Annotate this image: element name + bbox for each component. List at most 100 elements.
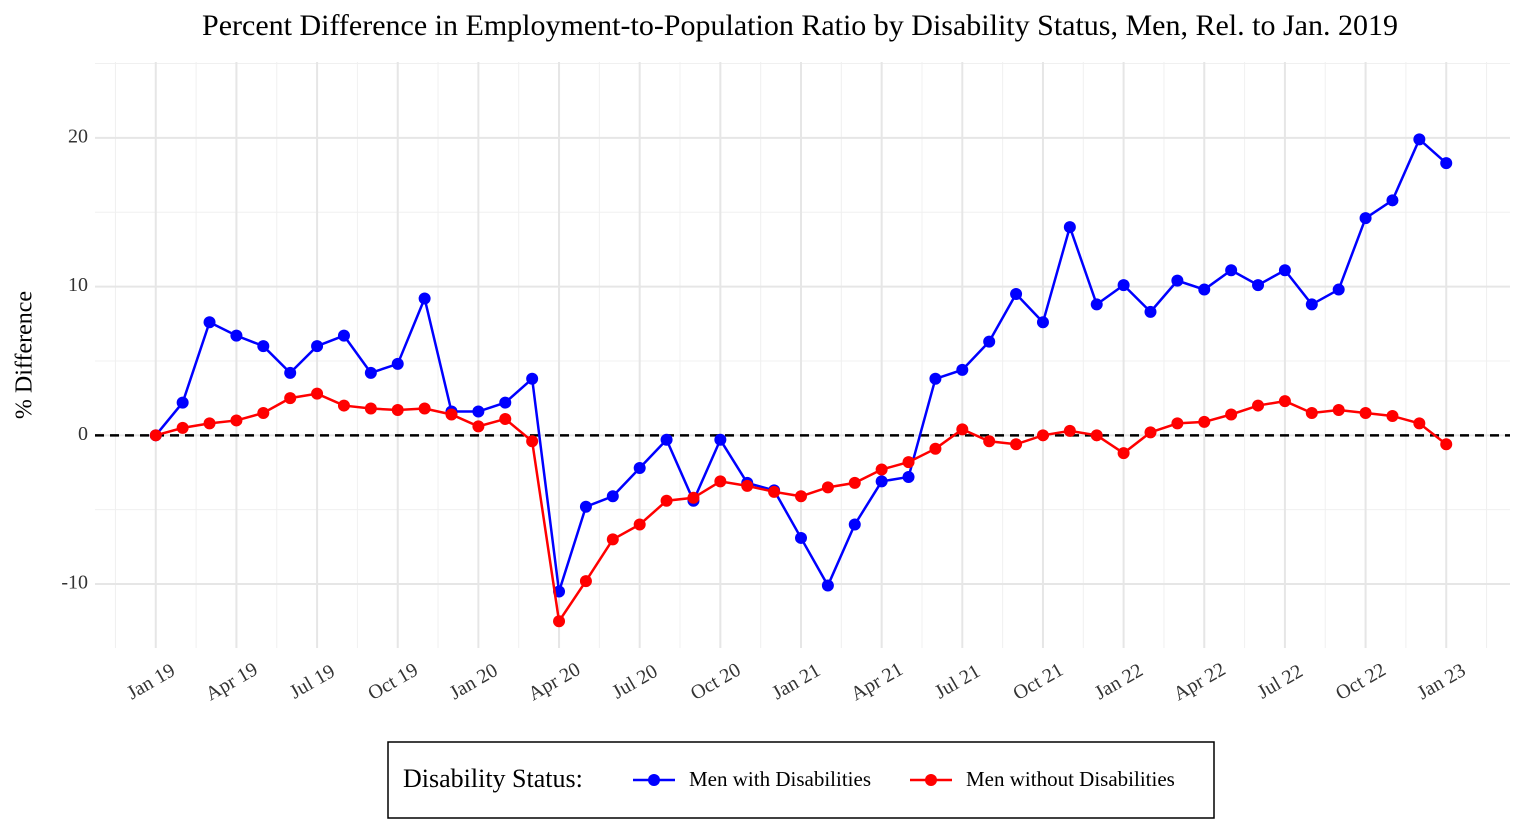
data-point <box>795 531 807 544</box>
x-tick-label: Jan 19 <box>123 659 179 704</box>
data-point <box>1252 279 1265 292</box>
data-point <box>633 518 646 531</box>
data-point <box>1144 305 1157 318</box>
x-tick-label: Oct 19 <box>364 659 422 705</box>
data-point <box>499 412 512 425</box>
data-point <box>418 402 431 415</box>
data-point <box>311 387 324 400</box>
data-point <box>1010 288 1023 301</box>
data-point <box>284 392 297 405</box>
plot-area <box>95 62 1510 648</box>
data-point <box>633 462 646 475</box>
x-tick-label: Jan 22 <box>1091 659 1147 704</box>
data-point <box>902 470 915 483</box>
data-point <box>499 396 512 409</box>
data-point <box>364 402 377 415</box>
legend-label: Men with Disabilities <box>689 767 871 791</box>
data-point <box>1332 404 1345 417</box>
data-point <box>929 372 942 385</box>
data-point <box>1090 298 1103 311</box>
data-point <box>1413 133 1426 146</box>
data-point <box>526 372 539 385</box>
data-point <box>579 500 592 513</box>
data-point <box>606 533 619 546</box>
x-tick-label: Jul 21 <box>931 660 984 703</box>
data-point <box>472 420 485 433</box>
legend-label: Men without Disabilities <box>966 767 1175 791</box>
data-point <box>472 405 485 418</box>
data-point <box>1440 438 1453 451</box>
data-point <box>1386 194 1399 207</box>
y-tick-label: 10 <box>68 274 88 296</box>
data-point <box>1386 409 1399 422</box>
data-point <box>956 363 969 376</box>
data-point <box>257 340 270 353</box>
data-point <box>391 357 404 370</box>
data-point <box>1278 395 1291 408</box>
data-point <box>1332 283 1345 296</box>
x-tick-label: Jan 23 <box>1414 659 1470 704</box>
data-point <box>875 463 888 476</box>
data-point <box>176 396 189 409</box>
data-point <box>311 340 324 353</box>
data-point <box>1090 429 1103 442</box>
data-point <box>1036 316 1049 329</box>
data-point <box>553 615 566 628</box>
data-point <box>284 366 297 379</box>
data-point <box>364 366 377 379</box>
data-point <box>1305 298 1318 311</box>
data-point <box>1117 447 1130 460</box>
data-point <box>1036 429 1049 442</box>
data-point <box>337 329 350 342</box>
data-point <box>257 407 270 420</box>
data-point <box>795 490 807 503</box>
legend-swatch-point <box>925 774 937 786</box>
data-point <box>1359 407 1372 420</box>
data-point <box>149 429 162 442</box>
data-point <box>821 481 834 494</box>
data-point <box>418 292 431 305</box>
x-tick-label: Oct 21 <box>1009 659 1067 705</box>
data-point <box>1171 417 1184 430</box>
data-point <box>660 494 673 507</box>
chart-title: Percent Difference in Employment-to-Popu… <box>202 9 1398 42</box>
data-point <box>337 399 350 412</box>
y-tick-label: 0 <box>78 423 88 445</box>
data-point <box>714 475 727 488</box>
legend-box <box>387 741 1215 819</box>
data-point <box>1198 283 1211 296</box>
data-point <box>902 456 915 469</box>
x-tick-label: Apr 21 <box>847 658 907 705</box>
data-point <box>1117 279 1130 292</box>
data-point <box>1305 407 1318 420</box>
data-point <box>230 414 243 427</box>
data-point <box>230 329 243 342</box>
data-point <box>1252 399 1265 412</box>
data-point <box>821 579 834 592</box>
x-tick-label: Apr 20 <box>525 658 585 705</box>
data-point <box>768 485 781 498</box>
data-point <box>579 575 592 588</box>
x-tick-label: Apr 22 <box>1170 658 1230 705</box>
x-tick-label: Jan 21 <box>768 659 824 704</box>
x-tick-label: Jul 19 <box>286 660 339 703</box>
data-point <box>606 490 619 503</box>
data-point <box>741 479 754 492</box>
data-point <box>1198 415 1211 428</box>
data-point <box>526 435 539 448</box>
legend-title: Disability Status: <box>403 764 583 793</box>
data-point <box>445 408 458 421</box>
y-tick-label: -10 <box>61 572 88 594</box>
data-point <box>714 433 727 446</box>
data-point <box>176 421 189 434</box>
y-axis-label: % Difference <box>12 291 38 419</box>
data-point <box>1171 274 1184 287</box>
data-point <box>875 475 888 488</box>
data-point <box>1225 408 1238 421</box>
y-tick-label: 20 <box>68 125 88 147</box>
data-point <box>1225 264 1238 277</box>
data-point <box>660 433 673 446</box>
data-point <box>848 476 861 489</box>
data-point <box>1063 221 1076 234</box>
